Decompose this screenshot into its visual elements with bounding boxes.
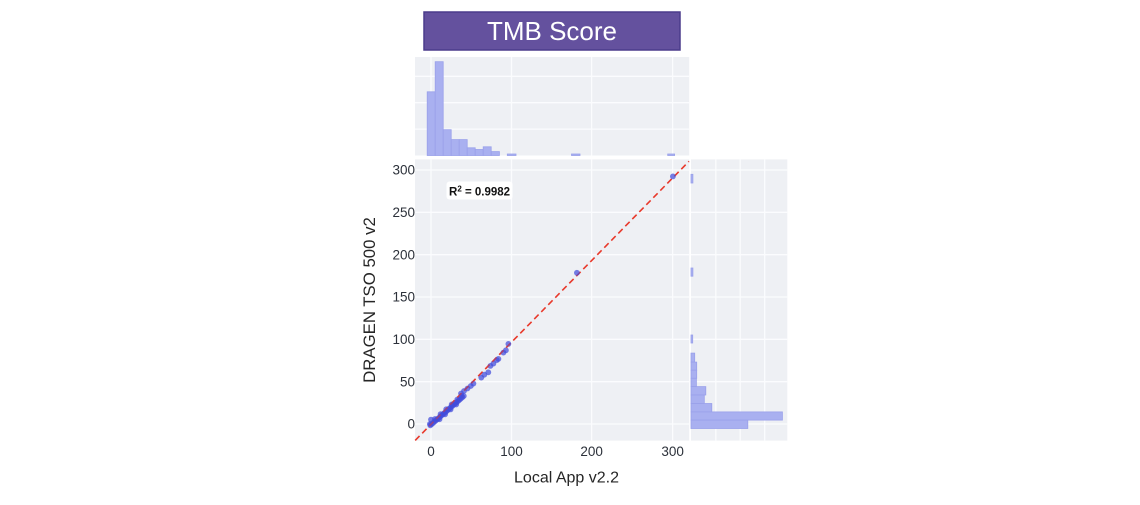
svg-text:300: 300	[661, 444, 684, 459]
svg-text:50: 50	[400, 374, 415, 389]
svg-text:250: 250	[392, 205, 415, 220]
svg-text:TMB Score: TMB Score	[487, 16, 617, 46]
svg-text:150: 150	[392, 290, 415, 305]
svg-text:200: 200	[392, 247, 415, 262]
svg-text:R2 = 0.9982: R2 = 0.9982	[449, 184, 510, 199]
svg-text:200: 200	[580, 444, 603, 459]
svg-text:100: 100	[392, 332, 415, 347]
svg-text:Local App v2.2: Local App v2.2	[514, 470, 619, 487]
svg-text:DRAGEN TSO 500 v2: DRAGEN TSO 500 v2	[360, 217, 379, 383]
svg-text:0: 0	[427, 444, 435, 459]
svg-text:0: 0	[407, 417, 415, 432]
svg-text:300: 300	[392, 163, 415, 178]
svg-text:100: 100	[500, 444, 523, 459]
